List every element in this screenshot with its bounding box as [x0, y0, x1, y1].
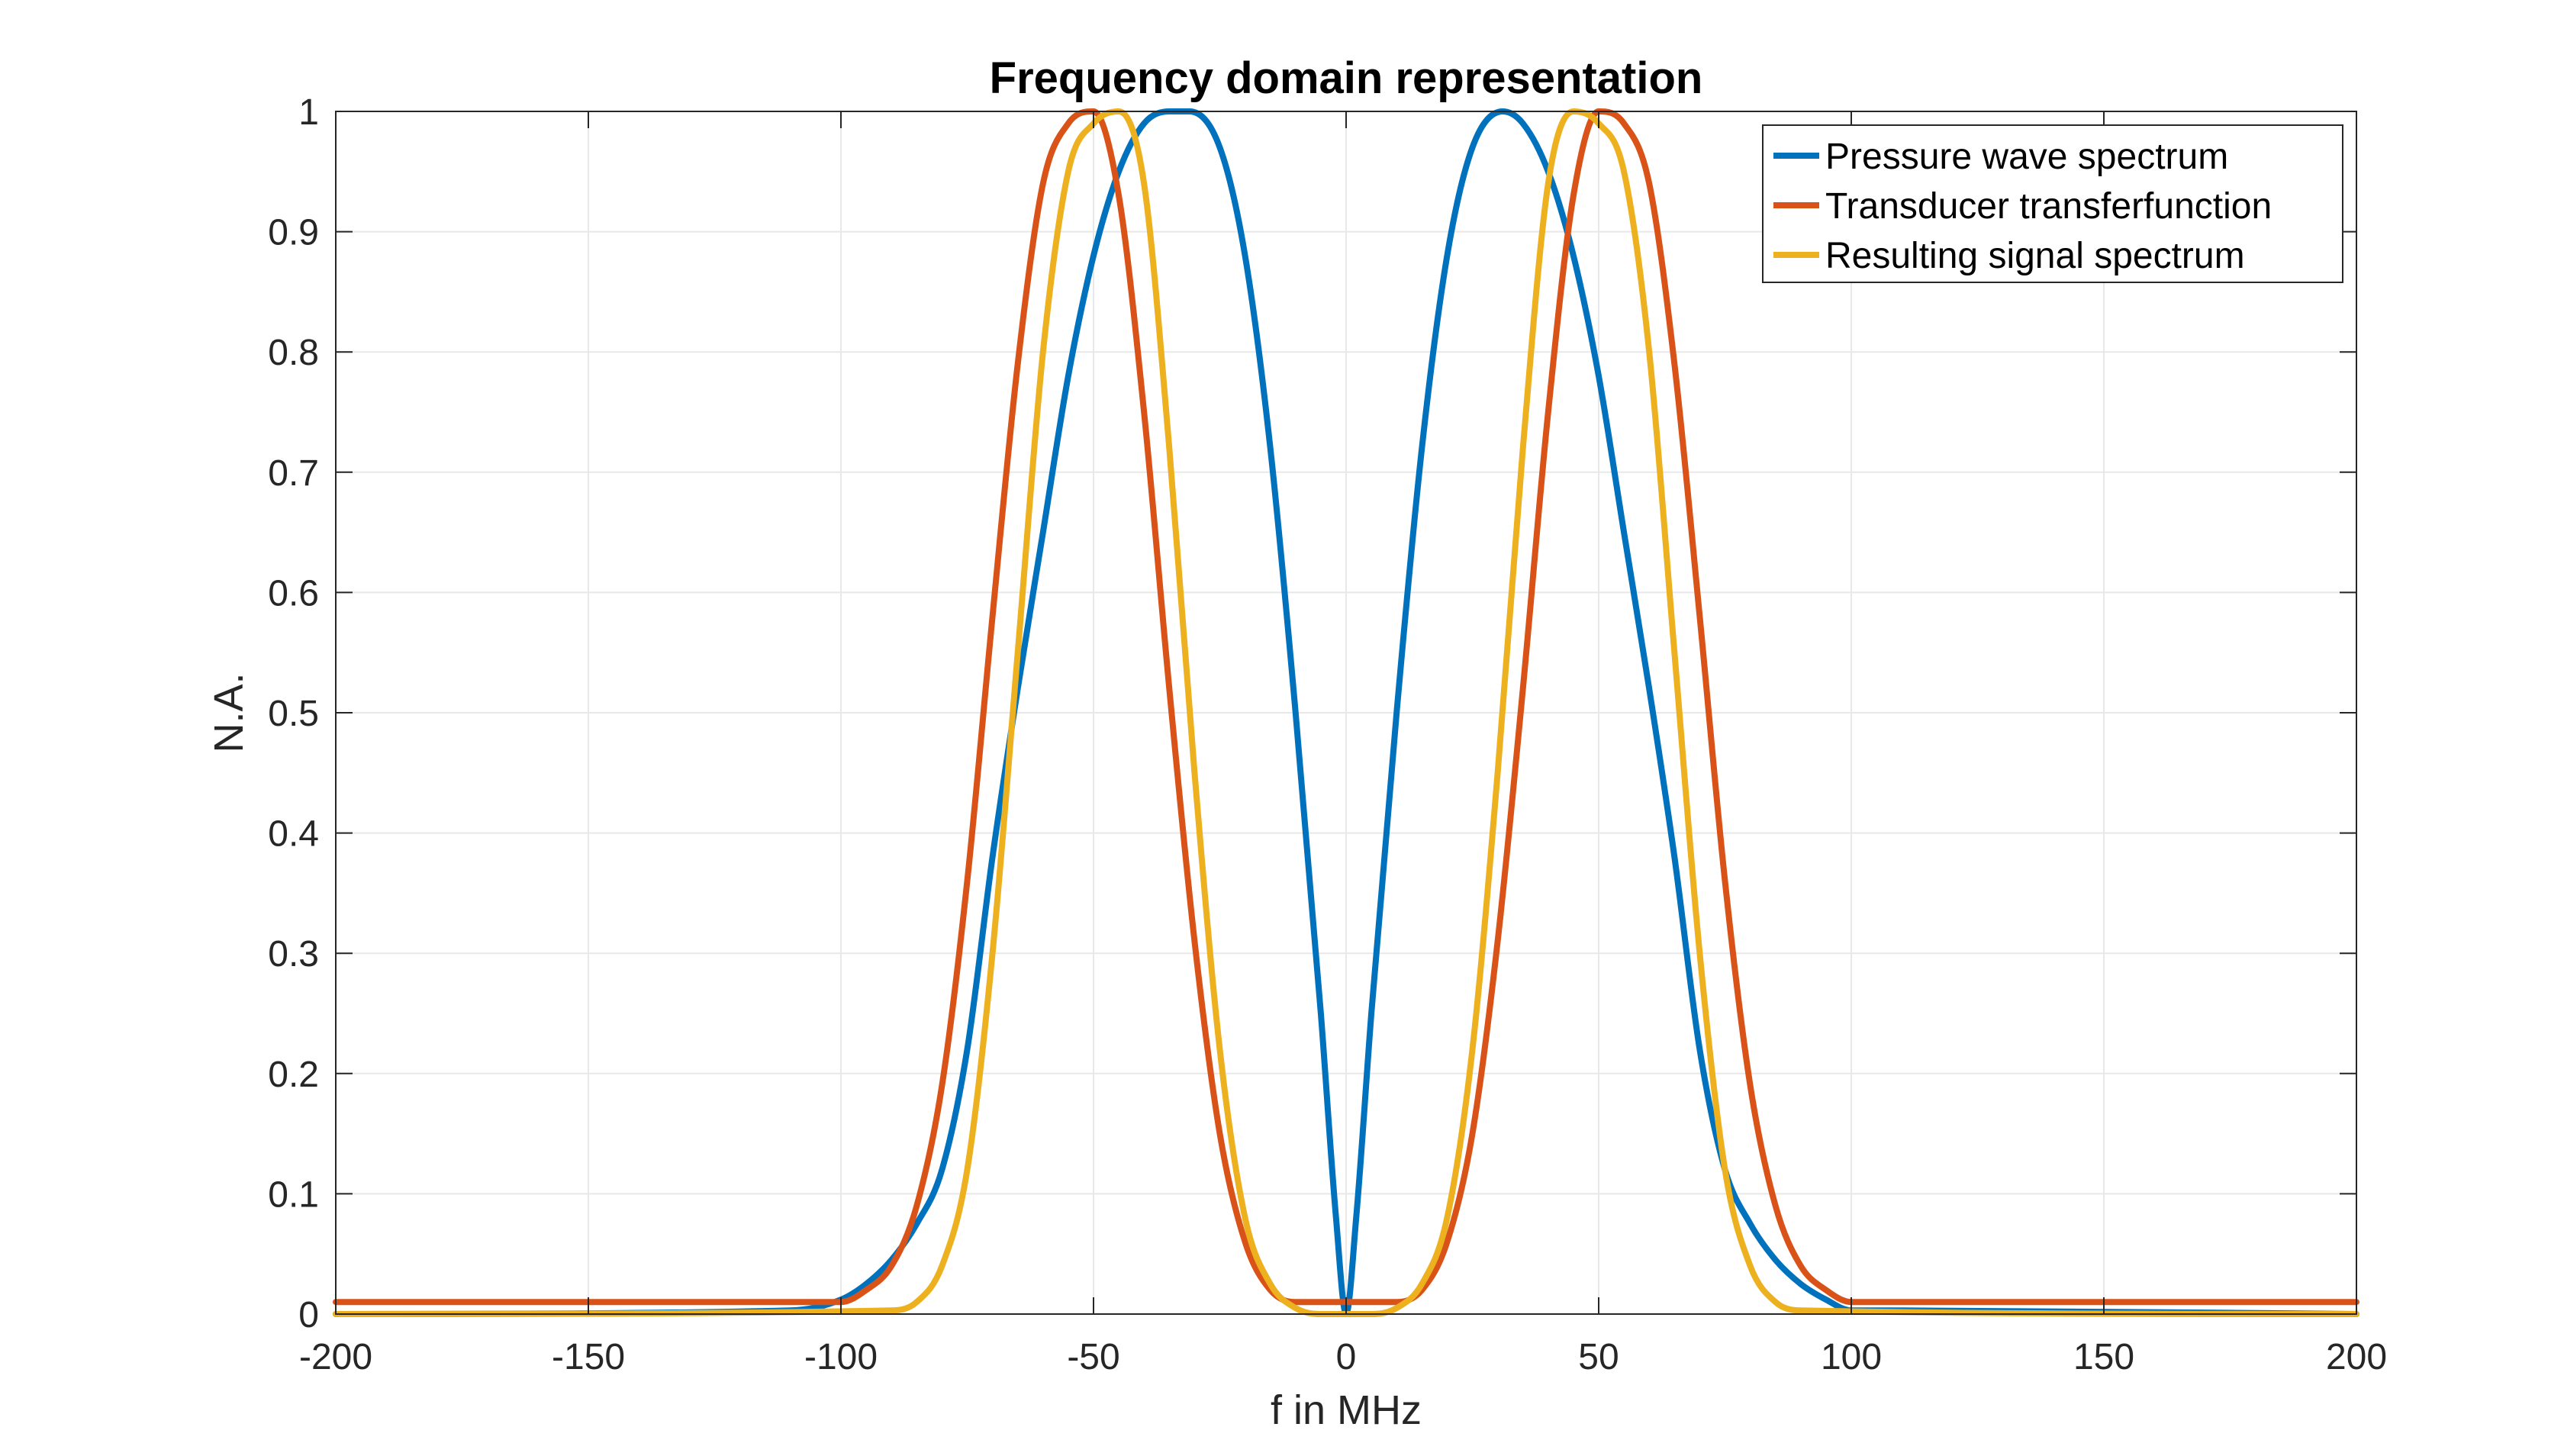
grid-layer [335, 111, 2357, 1315]
y-tick-label: 0.7 [268, 453, 319, 494]
x-tick-label: -50 [1067, 1337, 1119, 1377]
x-tick-label: -100 [804, 1337, 878, 1377]
x-axis-label: f in MHz [1271, 1387, 1422, 1433]
y-tick-label: 0.8 [268, 333, 319, 373]
y-tick-label: 0.4 [268, 814, 319, 855]
y-tick-label: 0.9 [268, 213, 319, 253]
y-axis-label: N.A. [206, 672, 252, 752]
x-tick-label: 50 [1578, 1337, 1619, 1377]
y-tick-label: 0.3 [268, 934, 319, 974]
y-tick-label: 0.1 [268, 1174, 319, 1215]
legend: Pressure wave spectrum Transducer transfe… [1762, 124, 2343, 283]
legend-entry: Resulting signal spectrum [1773, 236, 2245, 276]
y-tick-label: 0.6 [268, 573, 319, 614]
y-tick-label: 0.2 [268, 1055, 319, 1095]
legend-entry: Pressure wave spectrum [1773, 137, 2228, 177]
legend-label: Pressure wave spectrum [1825, 137, 2228, 177]
legend-entries: Pressure wave spectrum Transducer transfe… [1773, 137, 2272, 276]
x-tick-label: 0 [1336, 1337, 1357, 1377]
y-tick-label: 0 [298, 1295, 319, 1335]
chart-title: Frequency domain representation [990, 53, 1703, 103]
legend-box [1762, 124, 2343, 283]
y-tick-label: 1 [298, 92, 319, 133]
x-tick-label: 100 [1821, 1337, 1882, 1377]
tick-layer: -200 -150 -100 -50 0 50 100 150 200 0 0.1 0.2 0.3 0.4… [268, 92, 2387, 1377]
legend-label: Resulting signal spectrum [1825, 236, 2245, 276]
legend-entry: Transducer transferfunction [1773, 186, 2272, 227]
x-tick-label: 150 [2073, 1337, 2134, 1377]
x-tick-label: -200 [299, 1337, 372, 1377]
legend-label: Transducer transferfunction [1825, 186, 2272, 227]
y-tick-label: 0.5 [268, 694, 319, 734]
x-tick-label: 200 [2326, 1337, 2387, 1377]
x-tick-label: -150 [552, 1337, 625, 1377]
